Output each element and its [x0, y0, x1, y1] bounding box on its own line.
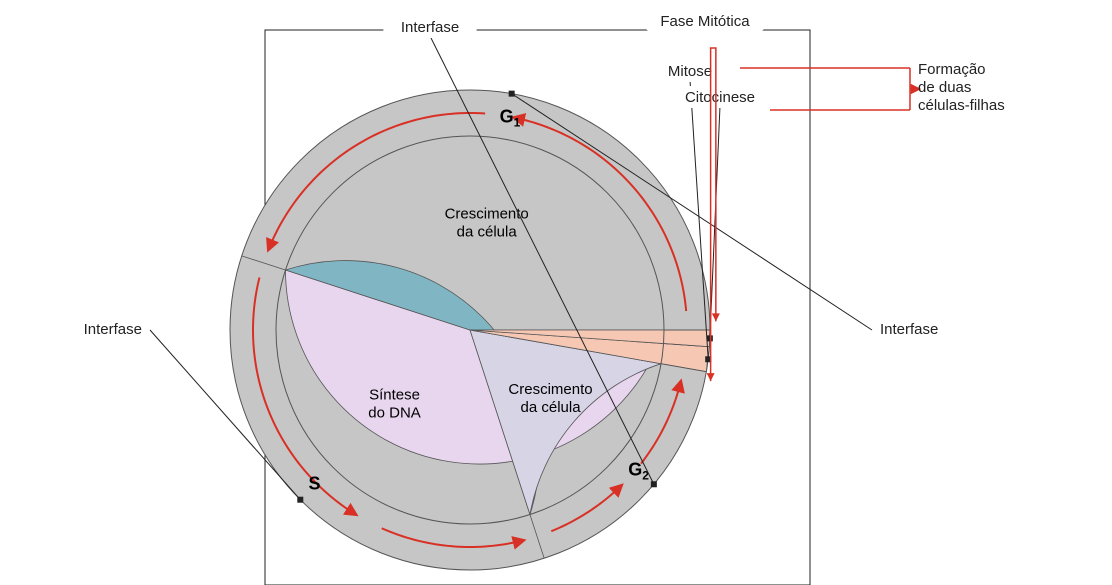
mitotic-bracket-label: Fase Mitótica — [660, 13, 750, 30]
sector-desc-s-1: Síntese — [369, 386, 420, 403]
phase-label-sub-g2: 2 — [642, 468, 649, 482]
phase-label-s: S — [309, 473, 321, 493]
callout-label-s-side: Interfase — [84, 321, 142, 338]
sector-desc-g2-2: da célula — [521, 399, 582, 416]
callout-dot-s-side — [297, 497, 303, 503]
sector-desc-g2-1: Crescimento — [508, 381, 592, 398]
daughter-label-0: Formação — [918, 61, 986, 78]
cell-cycle-diagram: G1SG2Crescimentoda célulaSíntesedo DNACr… — [0, 0, 1112, 585]
mitotic-bracket-arrow-r — [712, 313, 720, 321]
callout-label-mit-cit: Citocinese — [685, 89, 755, 106]
callout-dot-mit-cit — [707, 335, 713, 341]
callout-line-mit-cit — [710, 106, 720, 338]
phase-label-g2: G — [628, 459, 642, 479]
daughter-label-1: de duas — [918, 79, 971, 96]
callout-dot-g1-side — [509, 91, 515, 97]
daughter-bracket — [858, 68, 910, 110]
daughter-label-2: células-filhas — [918, 97, 1005, 114]
mitotic-bracket-arrow-l — [707, 373, 715, 381]
callout-label-g1-side: Interfase — [880, 321, 938, 338]
phase-label-sub-g1: 1 — [514, 115, 521, 129]
sector-desc-g1-2: da célula — [457, 224, 518, 241]
callout-dot-g2-top — [651, 481, 657, 487]
callout-label-mit-mit: Mitose — [668, 63, 712, 80]
callout-label-g2-top: Interfase — [401, 19, 459, 36]
phase-label-g1: G — [500, 106, 514, 126]
sector-desc-s-2: do DNA — [368, 404, 421, 421]
